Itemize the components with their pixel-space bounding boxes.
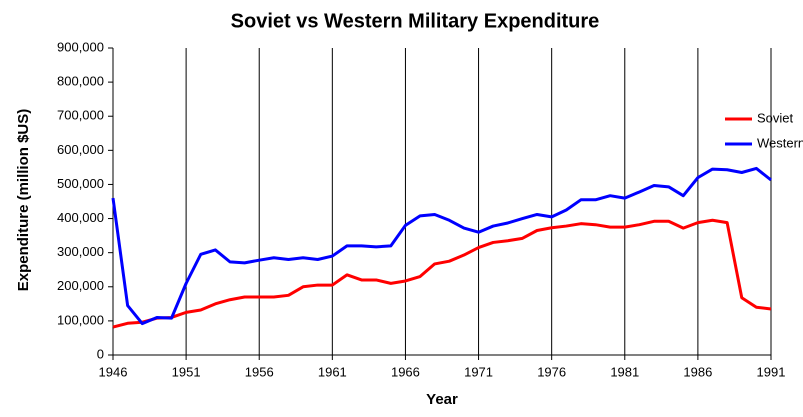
y-tick-label: 600,000 <box>57 142 104 157</box>
y-tick-label: 200,000 <box>57 278 104 293</box>
y-tick-label: 900,000 <box>57 39 104 54</box>
y-tick-label: 300,000 <box>57 244 104 259</box>
series-line <box>111 166 772 326</box>
x-tick-label: 1966 <box>391 364 420 379</box>
chart-title: Soviet vs Western Military Expenditure <box>231 10 600 32</box>
x-tick-label: 1986 <box>683 364 712 379</box>
y-axis-label: Expenditure (million $US) <box>15 109 32 292</box>
x-tick-label: 1981 <box>610 364 639 379</box>
y-tick-label: 100,000 <box>57 312 104 327</box>
y-tick-label: 800,000 <box>57 74 104 89</box>
legend-label: Soviet <box>757 110 794 125</box>
x-tick-label: 1951 <box>172 364 201 379</box>
x-tick-label: 1991 <box>757 364 786 379</box>
y-tick-label: 500,000 <box>57 176 104 191</box>
x-tick-label: 1946 <box>99 364 128 379</box>
x-axis-label: Year <box>426 391 458 408</box>
y-tick-label: 400,000 <box>57 210 104 225</box>
series-line <box>112 218 772 329</box>
x-tick-label: 1961 <box>318 364 347 379</box>
y-tick-label: 0 <box>97 346 104 361</box>
x-tick-label: 1971 <box>464 364 493 379</box>
x-tick-label: 1976 <box>537 364 566 379</box>
y-tick-label: 700,000 <box>57 108 104 123</box>
x-tick-label: 1956 <box>245 364 274 379</box>
legend-label: Western <box>757 135 803 150</box>
